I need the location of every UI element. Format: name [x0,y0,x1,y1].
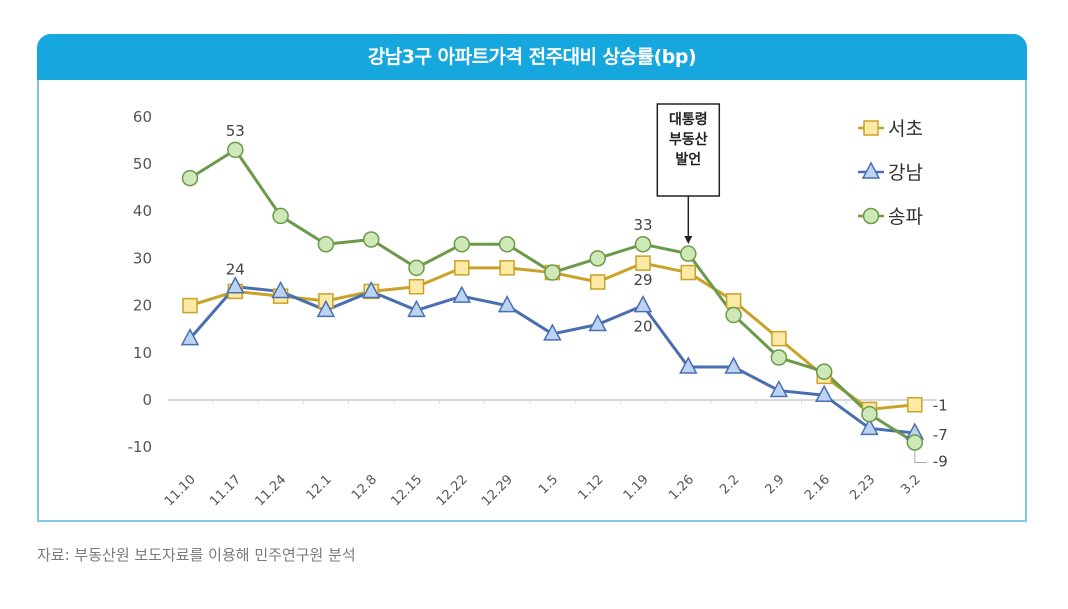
x-tick-label: 11.10 [162,472,199,509]
data-point-송파 [544,264,561,281]
x-tick-label: 2.2 [717,472,742,497]
data-label: 29 [633,271,652,289]
x-tick-label: 11.24 [253,472,290,509]
data-point-송파 [362,231,380,248]
y-tick-label: 50 [133,155,152,173]
x-tick-label: 12.22 [434,472,471,509]
x-tick-label: 12.8 [349,472,380,503]
y-tick-label: 40 [133,202,152,220]
legend-label-서초: 서초 [888,118,923,140]
data-point-서초 [725,293,742,309]
data-point-송파 [906,434,924,451]
data-point-송파 [770,349,788,366]
data-point-강남 [724,356,743,374]
annotation-box [656,103,721,197]
legend-label-송파: 송파 [888,206,923,228]
data-point-서초 [589,274,606,290]
data-point-송파 [453,235,471,253]
data-point-강남 [769,379,789,398]
data-label: -1 [933,397,948,415]
y-tick-label: 20 [133,297,152,315]
data-point-서초 [454,260,470,276]
y-tick-label: 60 [133,108,152,126]
data-point-서초 [499,260,515,276]
annotation-text: 발언 [675,151,701,168]
data-label: -7 [933,426,948,444]
data-point-송파 [181,169,199,187]
x-tick-label: 2.9 [762,472,787,497]
data-point-송파 [227,141,244,159]
data-point-송파 [634,235,652,253]
data-point-강남 [814,384,834,403]
chart-frame: 강남3구 아파트가격 전주대비 상승률(bp) [37,34,1027,522]
y-tick-label: 10 [133,344,152,362]
data-point-서초 [408,278,425,295]
x-tick-label: 3.2 [898,472,923,497]
data-point-송파 [272,207,289,225]
y-tick-label: 0 [142,391,152,409]
x-tick-label: 12.1 [304,472,335,503]
data-point-송파 [725,306,742,324]
data-point-서초 [680,264,697,281]
legend-marker-서초 [863,120,879,136]
y-tick-label: -10 [128,438,153,456]
data-point-강남 [180,328,200,346]
source-note: 자료: 부동산원 보도자료를 이용해 민주연구원 분석 [37,546,356,564]
data-point-송파 [408,259,425,277]
data-point-서초 [907,396,923,413]
data-point-강남 [361,280,381,299]
legend-marker-강남 [861,161,881,179]
data-point-강남 [588,313,607,332]
data-label: 53 [226,122,245,140]
chart-title: 강남3구 아파트가격 전주대비 상승률(bp) [37,34,1027,80]
data-point-송파 [498,235,516,253]
data-point-강남 [452,285,472,303]
data-point-서초 [182,297,198,314]
data-label: -9 [933,452,948,470]
data-point-송파 [680,245,697,262]
data-point-강남 [226,276,245,294]
data-point-강남 [316,299,336,318]
data-point-송파 [815,363,833,380]
x-tick-label: 1.26 [666,472,697,503]
x-tick-label: 1.12 [575,472,606,503]
data-point-강남 [860,417,879,436]
x-tick-label: 11.17 [207,472,244,509]
y-tick-label: 30 [133,249,152,267]
data-point-강남 [497,295,517,313]
x-tick-label: 2.23 [847,472,878,503]
series-line-송파 [189,148,916,444]
x-tick-label: 1.5 [536,472,561,497]
data-point-송파 [589,250,606,267]
annotation-text: 대통령 [669,112,708,128]
x-tick-label: 1.19 [621,472,652,503]
data-point-강남 [271,280,290,299]
data-point-서초 [771,330,787,347]
leader-line [914,450,927,463]
data-point-송파 [861,405,878,423]
x-tick-label: 12.15 [388,472,425,509]
data-point-강남 [543,323,562,341]
data-point-서초 [635,255,651,271]
data-label: 20 [633,318,652,336]
legend-label-강남: 강남 [888,162,923,184]
x-tick-label: 2.16 [802,472,833,503]
data-point-강남 [633,295,653,313]
annotation-arrow-head [684,236,693,244]
data-point-강남 [679,356,698,374]
data-point-강남 [407,299,426,318]
data-label: 33 [633,216,652,234]
legend-marker-송파 [862,207,880,225]
data-point-송파 [317,235,335,253]
x-tick-label: 12.29 [479,472,516,509]
data-label: 24 [226,261,245,279]
annotation-text: 부동산 [669,131,708,148]
